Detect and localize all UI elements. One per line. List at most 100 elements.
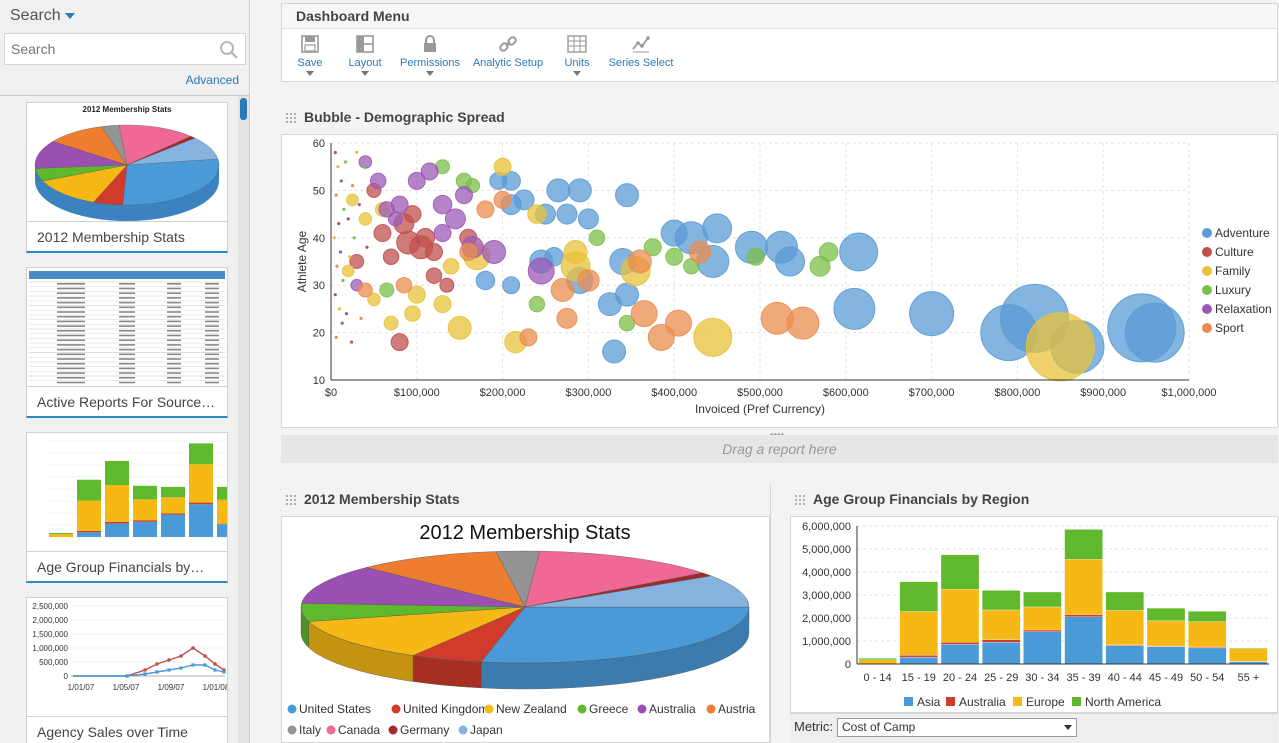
- report-thumbnail-active-reports[interactable]: Active Reports For Source…: [26, 267, 228, 418]
- bubble-chart: $0 $100,000 $200,000 $300,000 $400,000 $500,0…: [295, 138, 1272, 416]
- save-label: Save: [297, 57, 323, 69]
- scrollbar-thumb[interactable]: [240, 98, 247, 120]
- bubble-point: [493, 157, 512, 176]
- bar-chart: 0 1,000,000 2,000,000 3,000,000 4,000,000 5,0…: [802, 521, 1269, 709]
- bubble-point: [339, 179, 343, 183]
- y-tick-label: 2,000,000: [802, 613, 851, 625]
- mini-cell: [57, 287, 85, 290]
- analytic-setup-button[interactable]: Analytic Setup: [470, 34, 546, 69]
- metric-select[interactable]: Cost of Camp: [837, 718, 1077, 737]
- drop-zone[interactable]: Drag a report here: [281, 435, 1278, 463]
- chevron-down-icon[interactable]: [64, 12, 75, 19]
- pie-title: 2012 Membership Stats: [419, 522, 630, 544]
- mini-cell: [205, 325, 219, 327]
- search-header[interactable]: Search: [0, 0, 249, 32]
- bubble-point: [550, 277, 575, 302]
- x-tick-label: $800,000: [994, 387, 1040, 399]
- bubble-point: [702, 213, 733, 244]
- bubble-point: [358, 212, 373, 226]
- mini-cell: [167, 325, 181, 327]
- drag-grip-icon[interactable]: [285, 494, 297, 506]
- search-box: [4, 33, 246, 65]
- bubble-point: [340, 321, 344, 325]
- mini-line-chart: 2,500,000 2,000,000 1,500,000 1,000,000 500,…: [32, 602, 227, 692]
- permissions-button[interactable]: Permissions: [398, 34, 462, 76]
- legend-swatch: [458, 725, 468, 735]
- y-tick-label: 3,000,000: [802, 590, 851, 602]
- mini-cell: [167, 348, 181, 351]
- drag-grip-icon[interactable]: [794, 494, 806, 506]
- mini-cell: [167, 315, 181, 318]
- layout-button[interactable]: Layout: [344, 34, 386, 76]
- bubble-point: [382, 248, 400, 266]
- analytic-setup-label: Analytic Setup: [472, 57, 544, 69]
- bubble-point: [693, 317, 733, 357]
- bubble-point: [615, 183, 640, 208]
- search-icon[interactable]: [219, 40, 239, 60]
- bar-segment: [1188, 647, 1227, 665]
- bubble-point: [420, 162, 439, 181]
- mini-bar-segment: [49, 533, 73, 535]
- thumbnail-image: 2012 Membership Stats: [26, 102, 228, 222]
- scrollbar[interactable]: [238, 96, 249, 743]
- bubble-point: [556, 307, 578, 329]
- bar-segment: [1064, 614, 1103, 618]
- mini-cell: [205, 353, 219, 356]
- drag-grip-icon[interactable]: [285, 112, 297, 124]
- units-button[interactable]: Units: [561, 34, 593, 76]
- bubble-point: [454, 186, 473, 205]
- bar-segment: [899, 655, 938, 658]
- mini-bar-segment: [189, 464, 213, 503]
- legend-swatch: [326, 725, 336, 735]
- mini-cell: [119, 381, 135, 384]
- legend-label: Australia: [959, 695, 1006, 709]
- x-tick-label: 50 - 54: [1190, 672, 1224, 684]
- bubble-point: [348, 255, 352, 259]
- legend-label: Japan: [470, 723, 503, 737]
- bubble-point: [337, 221, 341, 226]
- mini-bar-segment: [161, 497, 185, 514]
- mini-cell: [57, 381, 85, 384]
- bar-segment: [899, 656, 938, 665]
- bar-segment: [940, 644, 980, 665]
- mini-cell: [205, 283, 219, 285]
- x-tick-label: 0 - 14: [864, 672, 892, 684]
- search-input[interactable]: [5, 34, 205, 64]
- mini-cell: [167, 306, 181, 309]
- lock-icon: [424, 35, 436, 52]
- mini-bar-segment: [77, 500, 101, 531]
- advanced-search-link[interactable]: Advanced: [185, 73, 239, 87]
- mini-cell: [205, 292, 219, 294]
- legend-swatch: [946, 697, 955, 706]
- mini-bar-segment: [77, 479, 101, 501]
- bubble-point: [358, 155, 373, 169]
- mini-cell: [205, 287, 219, 290]
- legend-label: Canada: [338, 723, 380, 737]
- bubble-point: [775, 246, 806, 277]
- bubble-point: [556, 203, 578, 225]
- mini-bar-segment: [189, 443, 213, 465]
- report-thumbnail-membership[interactable]: 2012 Membership Stats 2012 Membership St…: [26, 102, 228, 253]
- bubble-point: [588, 229, 606, 247]
- mini-bar-segment: [49, 534, 73, 537]
- series-select-button[interactable]: Series Select: [606, 34, 676, 69]
- save-button[interactable]: Save: [292, 34, 328, 76]
- thumbnail-image: 2,500,000 2,000,000 1,500,000 1,000,000 500,…: [26, 597, 228, 717]
- x-tick-label: 15 - 19: [902, 672, 936, 684]
- mini-point: [213, 668, 217, 672]
- series-select-label: Series Select: [608, 57, 674, 69]
- bubble-point: [350, 184, 355, 188]
- legend-label: Italy: [299, 723, 321, 737]
- mini-cell: [57, 334, 85, 337]
- mini-cell: [167, 330, 181, 332]
- mini-cell: [205, 377, 219, 379]
- pie-chart: 2012 Membership Stats United States Unite…: [287, 522, 756, 737]
- bar-segment: [1229, 648, 1268, 662]
- mini-point: [179, 654, 183, 658]
- bubble-point: [425, 267, 443, 284]
- report-thumbnail-age-group[interactable]: Age Group Financials by…: [26, 432, 228, 583]
- mini-point: [213, 662, 217, 666]
- report-thumbnail-agency-sales[interactable]: 2,500,000 2,000,000 1,500,000 1,000,000 500,…: [26, 597, 228, 743]
- x-tick-label: $500,000: [737, 387, 783, 399]
- bubble-point: [786, 306, 820, 340]
